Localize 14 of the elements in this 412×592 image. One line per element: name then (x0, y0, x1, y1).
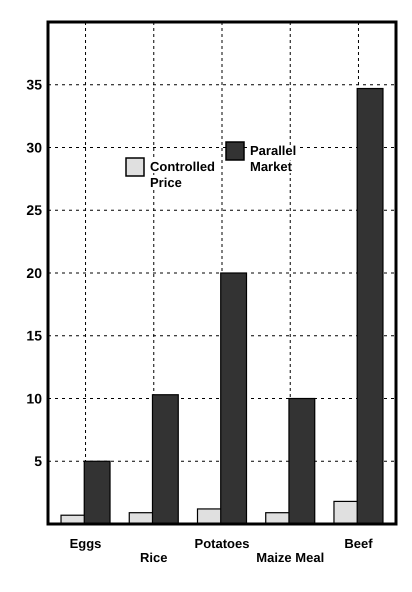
x-tick-label: Maize Meal (256, 550, 324, 565)
x-tick-label: Eggs (70, 536, 102, 551)
x-tick-label: Potatoes (194, 536, 250, 551)
y-tick-label: 5 (34, 453, 42, 470)
y-tick-label: 10 (26, 390, 42, 406)
y-tick-label: 35 (26, 76, 42, 93)
y-tick-label: 25 (26, 202, 42, 218)
legend-label: Controlled Price (150, 159, 216, 190)
x-tick-label: Rice (140, 550, 168, 565)
y-tick-label: 20 (26, 264, 42, 281)
legend-label: Parallel Market (250, 143, 296, 174)
x-tick-label: Beef (344, 536, 374, 551)
y-tick-label: 30 (26, 139, 42, 156)
y-tick-label: 15 (26, 328, 42, 344)
